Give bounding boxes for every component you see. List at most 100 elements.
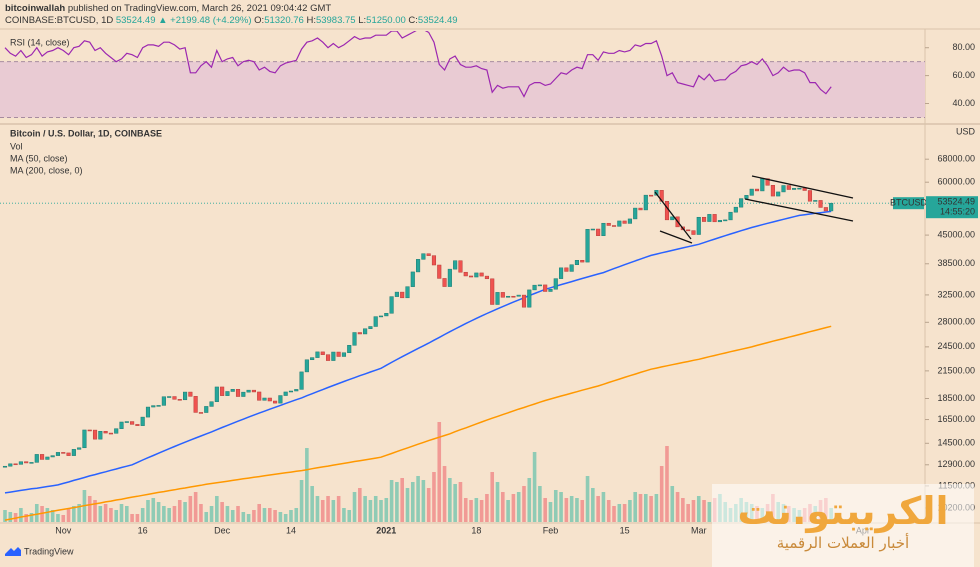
candle-body xyxy=(813,200,818,202)
candle-body xyxy=(670,216,675,221)
candle-body xyxy=(622,220,627,224)
candle-body xyxy=(34,454,39,463)
candle-body xyxy=(357,332,362,335)
volume-bar xyxy=(612,506,616,522)
candle-body xyxy=(135,424,140,426)
volume-bar xyxy=(654,494,659,522)
candle-body xyxy=(384,313,389,317)
candle-body xyxy=(108,432,113,435)
candle-body xyxy=(521,294,527,308)
volume-bar xyxy=(289,510,293,522)
tv-brand: TradingView xyxy=(24,546,74,556)
volume-bar xyxy=(310,486,314,522)
volume-bar xyxy=(564,498,569,522)
candle-body xyxy=(50,455,55,458)
ohlc-value: 53983.75 xyxy=(316,15,356,26)
volume-bar xyxy=(278,512,283,522)
candle-body xyxy=(246,389,251,393)
volume-bar xyxy=(315,496,320,522)
volume-bar xyxy=(389,480,394,522)
volume-bar xyxy=(305,448,309,522)
candle-body xyxy=(537,284,542,287)
y-tick-label: 16500.00 xyxy=(937,414,975,424)
candle-body xyxy=(145,406,151,418)
volume-bar xyxy=(681,498,685,522)
candle-body xyxy=(792,188,797,190)
candle-body xyxy=(749,188,754,196)
candle-body xyxy=(733,206,738,213)
price-title: Bitcoin / U.S. Dollar, 1D, COINBASE xyxy=(10,128,162,138)
volume-bar xyxy=(511,494,516,522)
candle-body xyxy=(649,194,654,197)
candle-body xyxy=(590,228,595,231)
volume-bar xyxy=(405,488,410,522)
volume-bar xyxy=(665,446,669,522)
candle-body xyxy=(437,264,442,279)
candle-body xyxy=(82,429,87,449)
volume-bar xyxy=(442,466,447,522)
candle-body xyxy=(400,291,405,299)
candle-body xyxy=(389,296,394,314)
trendline xyxy=(654,191,692,240)
candle-body xyxy=(532,284,537,291)
volume-bar xyxy=(183,502,187,522)
volume-bar xyxy=(109,508,113,522)
change: +2199.48 (+4.29%) xyxy=(170,15,251,26)
arrow: ▲ xyxy=(158,15,167,26)
volume-bar xyxy=(225,506,230,522)
candle-body xyxy=(453,260,458,270)
ohlc-label: H: xyxy=(306,15,316,26)
candle-body xyxy=(262,397,267,401)
price: 53524.49 xyxy=(116,15,156,26)
volume-bar xyxy=(522,486,526,522)
candle-body xyxy=(172,396,177,400)
candle-body xyxy=(336,351,341,357)
candle-body xyxy=(543,284,548,292)
candle-body xyxy=(325,354,331,361)
candle-body xyxy=(744,195,749,199)
candle-body xyxy=(468,275,474,278)
volume-bar xyxy=(373,496,378,522)
volume-bar xyxy=(199,504,203,522)
candle-body xyxy=(585,229,590,263)
candle-body xyxy=(98,431,103,440)
volume-bar xyxy=(696,496,701,522)
volume-bar xyxy=(410,482,415,522)
candle-body xyxy=(617,220,622,227)
candle-body xyxy=(378,315,384,318)
candle-body xyxy=(77,447,82,450)
volume-bar xyxy=(230,510,235,522)
y-tick-label: 32500.00 xyxy=(937,289,975,299)
x-tick-label: 16 xyxy=(138,525,148,535)
volume-bar xyxy=(702,500,706,522)
candle-body xyxy=(548,288,553,292)
volume-bar xyxy=(580,500,585,522)
volume-bar xyxy=(204,512,209,522)
candle-body xyxy=(431,255,437,266)
volume-bar xyxy=(617,504,622,522)
volume-bar xyxy=(24,514,28,522)
symbol-label-box xyxy=(893,197,924,210)
volume-bar xyxy=(77,504,81,522)
trendline xyxy=(659,230,693,244)
volume-bar xyxy=(691,500,696,522)
candle-body xyxy=(193,396,198,413)
volume-bar xyxy=(363,496,367,522)
legend-ma: MA (50, close) xyxy=(10,153,68,163)
volume-bar xyxy=(649,496,653,522)
candle-body xyxy=(183,391,188,401)
candle-body xyxy=(474,272,479,278)
rsi-plot xyxy=(0,31,925,118)
volume-bar xyxy=(358,488,362,522)
candle-body xyxy=(664,201,670,221)
volume-bar xyxy=(543,498,547,522)
candle-body xyxy=(214,386,219,402)
candle-body xyxy=(278,395,283,404)
rsi-tick-label: 60.00 xyxy=(952,70,975,80)
y-tick-label: 60000.00 xyxy=(937,177,975,187)
candle-body xyxy=(230,389,235,392)
volume-bar xyxy=(209,506,214,522)
volume-bar xyxy=(273,510,277,522)
candle-body xyxy=(712,214,717,223)
trendlines xyxy=(654,175,854,244)
